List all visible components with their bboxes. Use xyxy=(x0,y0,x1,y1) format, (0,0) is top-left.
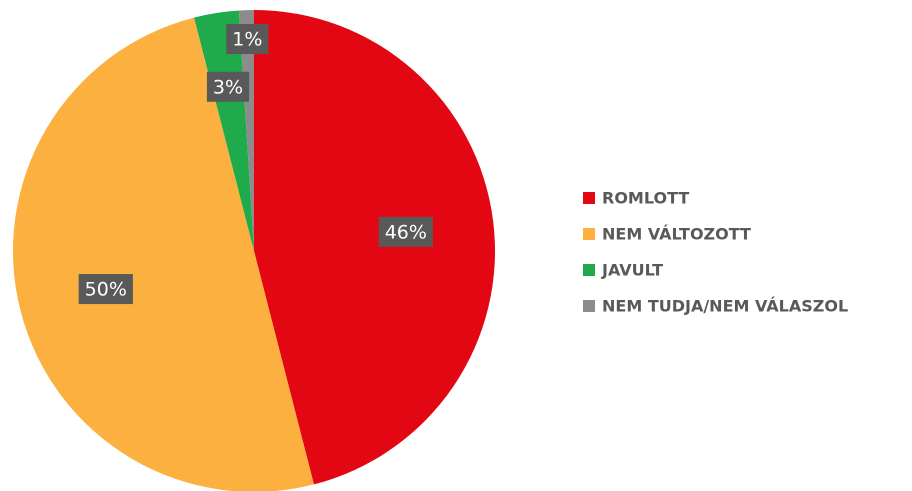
pie-slice xyxy=(194,10,254,252)
pie-slice xyxy=(13,17,314,491)
data-label-text: 3% xyxy=(213,76,243,98)
data-label: 3% xyxy=(206,71,250,102)
legend-swatch xyxy=(583,300,595,312)
legend-swatch xyxy=(583,192,595,204)
legend-label: JAVULT xyxy=(601,261,663,280)
legend-label: ROMLOTT xyxy=(602,189,689,208)
data-label-box xyxy=(378,216,433,247)
data-label-text: 1% xyxy=(232,29,262,51)
pie-slice xyxy=(238,10,254,251)
data-label-text: 46% xyxy=(385,221,427,243)
data-label-box xyxy=(78,274,133,305)
legend-label: NEM VÁLTOZOTT xyxy=(602,225,751,244)
data-label: 50% xyxy=(78,274,133,305)
data-label-box xyxy=(206,71,250,102)
legend-swatch xyxy=(583,264,595,276)
data-label-text: 50% xyxy=(85,279,127,301)
legend-label: NEM TUDJA/NEM VÁLASZOL xyxy=(602,297,848,316)
data-label-box xyxy=(226,24,269,55)
pie-slice xyxy=(254,10,496,485)
data-label: 1% xyxy=(226,24,269,55)
data-label: 46% xyxy=(378,216,433,247)
legend-swatch xyxy=(583,228,595,240)
